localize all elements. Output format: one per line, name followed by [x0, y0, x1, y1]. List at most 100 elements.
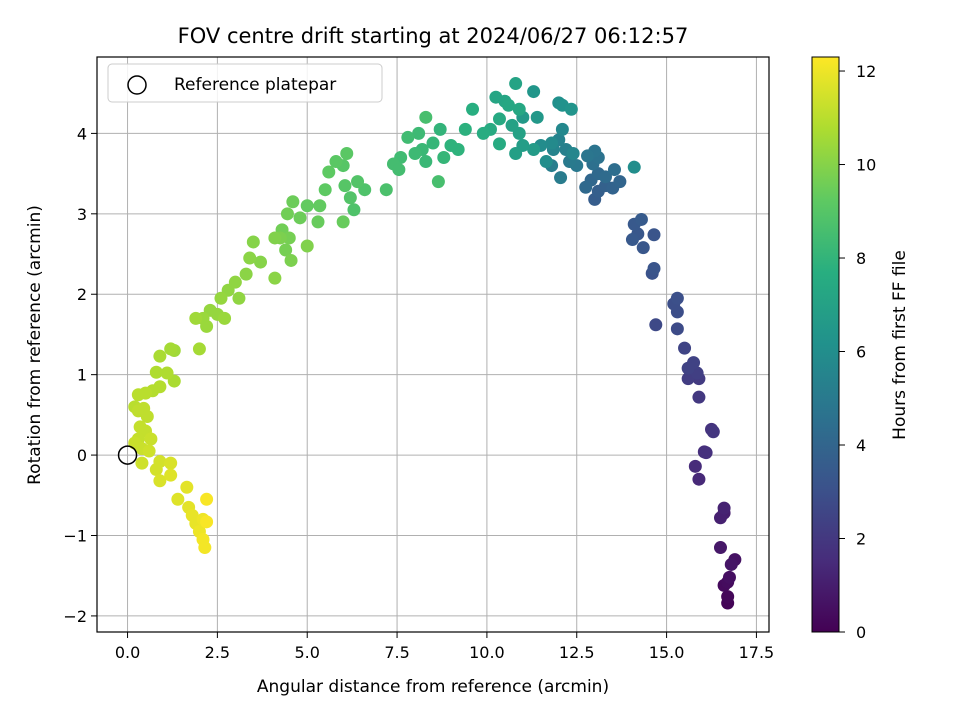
- scatter-point: [218, 311, 232, 325]
- scatter-points: [128, 77, 742, 610]
- legend-box: [107, 63, 383, 103]
- x-tick-label: 10.0: [469, 643, 505, 662]
- scatter-point: [144, 432, 158, 446]
- scatter-point: [322, 165, 336, 179]
- scatter-point: [627, 160, 641, 174]
- x-tick-label: 15.0: [649, 643, 685, 662]
- scatter-point: [717, 501, 731, 515]
- scatter-point: [492, 112, 506, 126]
- colorbar-tick-label: 0: [856, 623, 866, 642]
- scatter-point: [625, 233, 639, 247]
- colorbar-tick-label: 8: [856, 249, 866, 268]
- scatter-point: [426, 136, 440, 150]
- scatter-point: [200, 319, 214, 333]
- reference-point: [117, 445, 138, 465]
- y-tick-label: 3: [77, 205, 87, 224]
- scatter-point: [300, 239, 314, 253]
- scatter-point: [347, 203, 361, 217]
- scatter-point: [512, 102, 526, 116]
- scatter-point: [286, 195, 300, 209]
- scatter-point: [527, 85, 541, 99]
- scatter-point: [681, 361, 695, 375]
- scatter-point: [200, 492, 214, 506]
- colorbar-tick-label: 12: [856, 62, 876, 81]
- scatter-point: [318, 183, 332, 197]
- scatter-point: [336, 215, 350, 229]
- scatter-point: [706, 425, 720, 439]
- scatter-point: [412, 126, 426, 140]
- scatter-point: [135, 456, 149, 470]
- scatter-point: [140, 409, 154, 423]
- scatter-point: [164, 456, 178, 470]
- colorbar-ticks: 0 2 4 6 8 10 12: [839, 62, 876, 642]
- scatter-point: [419, 155, 433, 169]
- scatter-point: [713, 541, 727, 555]
- scatter-point: [284, 253, 298, 267]
- scatter-point: [545, 136, 559, 150]
- scatter-point: [458, 122, 472, 136]
- scatter-point: [268, 231, 282, 245]
- scatter-point: [509, 77, 523, 91]
- scatter-point: [554, 171, 568, 185]
- scatter-point: [131, 388, 145, 402]
- plot-frame: [96, 56, 770, 633]
- scatter-point: [699, 446, 713, 460]
- scatter-point: [246, 235, 260, 249]
- scatter-point: [476, 126, 490, 140]
- scatter-point: [279, 243, 293, 257]
- scatter-point: [509, 147, 523, 161]
- scatter-point: [408, 147, 422, 161]
- scatter-point: [419, 110, 433, 124]
- scatter-point: [670, 322, 684, 336]
- scatter-point: [153, 474, 167, 488]
- scatter-point: [530, 110, 544, 124]
- scatter-point: [505, 118, 519, 132]
- legend-entry-label: Reference platepar: [174, 75, 336, 95]
- scatter-point: [160, 366, 174, 380]
- scatter-point: [401, 130, 415, 144]
- x-axis-ticks: 0.0 2.5 5.0 7.5 10.0 12.5 15.0 17.5: [115, 632, 774, 662]
- scatter-point: [198, 541, 212, 555]
- scatter-point: [678, 341, 692, 355]
- scatter-point: [492, 137, 506, 151]
- scatter-point: [579, 180, 593, 194]
- colorbar-tick-label: 4: [856, 436, 866, 455]
- scatter-point: [431, 175, 445, 189]
- y-tick-label: −1: [63, 526, 87, 545]
- x-tick-label: 5.0: [294, 643, 319, 662]
- y-tick-label: 2: [77, 285, 87, 304]
- legend-marker-open-circle: [127, 75, 147, 95]
- scatter-point: [564, 102, 578, 116]
- scatter-point: [466, 102, 480, 116]
- scatter-point: [539, 155, 553, 169]
- scatter-point: [351, 175, 365, 189]
- scatter-point: [164, 468, 178, 482]
- scatter-point: [254, 255, 268, 269]
- scatter-point: [164, 342, 178, 356]
- scatter-point: [581, 149, 595, 163]
- scatter-point: [232, 291, 246, 305]
- scatter-point: [692, 390, 706, 404]
- scatter-point: [280, 207, 294, 221]
- x-axis-label: Angular distance from reference (arcmin): [257, 677, 609, 697]
- x-tick-label: 17.5: [739, 643, 775, 662]
- scatter-point: [311, 215, 325, 229]
- scatter-point: [566, 147, 580, 161]
- scatter-point: [670, 291, 684, 305]
- scatter-point: [338, 179, 352, 193]
- scatter-point: [647, 228, 661, 242]
- scatter-point: [282, 231, 296, 245]
- scatter-point: [239, 267, 253, 281]
- legend: Reference platepar: [107, 63, 383, 103]
- y-tick-label: 0: [77, 446, 87, 465]
- y-axis-ticks: −2 −1 0 1 2 3 4: [63, 124, 97, 626]
- colorbar-tick-label: 6: [856, 343, 866, 362]
- scatter-point: [171, 492, 185, 506]
- scatter-point: [688, 459, 702, 473]
- scatter-point: [598, 170, 612, 184]
- scatter-point: [329, 155, 343, 169]
- scatter-point: [555, 122, 569, 136]
- y-tick-label: 4: [77, 124, 87, 143]
- scatter-point: [724, 557, 738, 571]
- scatter-point: [142, 444, 156, 458]
